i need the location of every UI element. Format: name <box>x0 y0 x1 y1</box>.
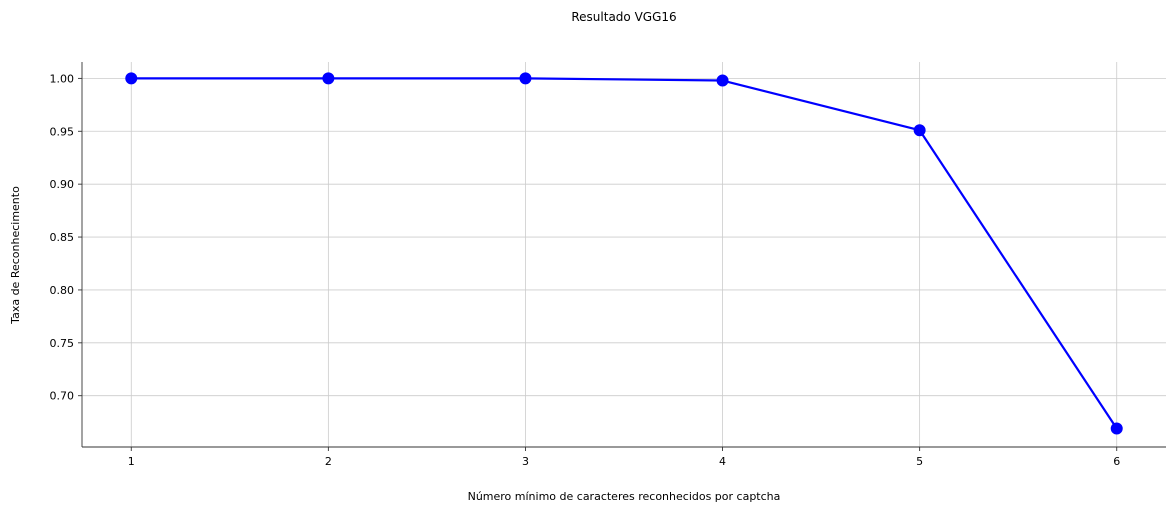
chart-title: Resultado VGG16 <box>571 10 676 24</box>
axes <box>81 62 1166 448</box>
series <box>125 72 1123 435</box>
data-point <box>322 72 335 85</box>
data-point <box>716 74 729 87</box>
y-axis-label: Taxa de Reconhecimento <box>9 186 22 325</box>
x-tick-label: 5 <box>916 455 923 468</box>
y-tick-label: 0.90 <box>50 178 75 191</box>
x-tick-label: 1 <box>128 455 135 468</box>
x-tick-label: 2 <box>325 455 332 468</box>
y-tick-label: 0.85 <box>50 231 75 244</box>
x-tick-label: 6 <box>1113 455 1120 468</box>
x-axis-label: Número mínimo de caracteres reconhecidos… <box>468 490 781 503</box>
grid-lines <box>82 62 1166 447</box>
y-ticks: 0.70 0.75 0.80 0.85 0.90 0.95 1.00 <box>50 72 82 403</box>
x-tick-label: 4 <box>719 455 726 468</box>
y-tick-label: 0.80 <box>50 284 75 297</box>
series-line <box>131 77 1118 430</box>
y-tick-label: 0.75 <box>50 337 75 350</box>
y-tick-label: 0.95 <box>50 125 75 138</box>
data-point <box>1110 422 1123 435</box>
data-point <box>519 72 532 85</box>
data-point <box>913 124 926 137</box>
x-ticks: 1 2 3 4 5 6 <box>128 447 1120 468</box>
y-tick-label: 1.00 <box>50 72 75 85</box>
data-point <box>125 72 138 85</box>
x-tick-label: 3 <box>522 455 529 468</box>
y-tick-label: 0.70 <box>50 390 75 403</box>
